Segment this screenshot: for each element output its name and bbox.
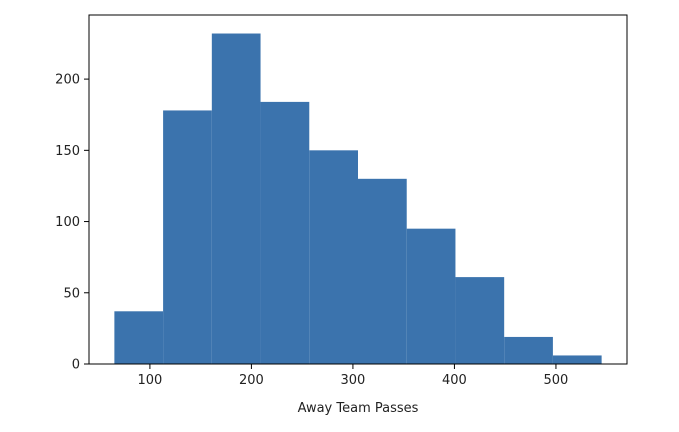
y-tick-label: 200 [55, 73, 80, 88]
y-tick-label: 0 [72, 358, 80, 373]
histogram-bar-10 [552, 355, 602, 364]
bars-layer [114, 33, 602, 365]
histogram-bar-1 [114, 311, 164, 364]
plot-frame [88, 14, 628, 365]
histogram-bar-5 [309, 150, 358, 364]
y-tick-label: 100 [55, 215, 80, 230]
y-tick-label: 50 [63, 286, 80, 301]
histogram-bar-7 [406, 228, 456, 364]
x-axis-label: Away Team Passes [298, 401, 419, 416]
y-axis: 0 50 100 150 200 [55, 73, 89, 373]
x-tick-label: 100 [137, 373, 162, 388]
histogram-bar-9 [504, 336, 553, 364]
x-tick-label: 200 [239, 373, 264, 388]
histogram-bar-2 [163, 110, 212, 364]
x-tick-label: 400 [442, 373, 467, 388]
x-axis: 100 200 300 400 500 [137, 364, 568, 388]
histogram-bar-3 [211, 33, 261, 364]
histogram-bar-4 [260, 101, 310, 365]
histogram-bar-8 [455, 277, 505, 364]
x-tick-label: 300 [341, 373, 366, 388]
histogram-bar-6 [358, 178, 407, 364]
x-tick-label: 500 [544, 373, 569, 388]
y-tick-label: 150 [55, 144, 80, 159]
